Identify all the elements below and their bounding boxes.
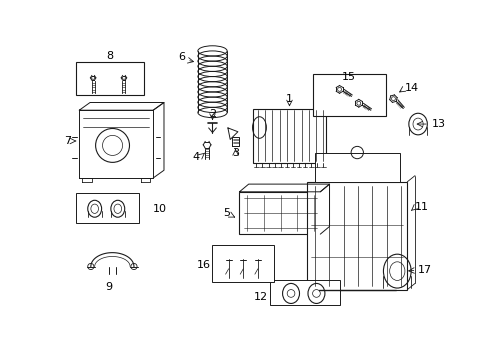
Bar xyxy=(306,182,407,289)
Bar xyxy=(76,62,143,95)
Text: 14: 14 xyxy=(404,83,418,93)
Text: 13: 13 xyxy=(431,119,445,129)
Text: 16: 16 xyxy=(197,260,210,270)
Text: 1: 1 xyxy=(285,94,292,104)
Text: 7: 7 xyxy=(64,136,71,146)
Text: 12: 12 xyxy=(253,292,267,302)
Text: 15: 15 xyxy=(341,72,355,82)
Text: 10: 10 xyxy=(153,204,167,214)
Bar xyxy=(270,280,339,305)
Text: 9: 9 xyxy=(105,282,112,292)
Text: 17: 17 xyxy=(417,265,431,275)
Text: 3: 3 xyxy=(232,148,239,158)
Bar xyxy=(76,193,139,222)
Text: 5: 5 xyxy=(223,208,230,217)
Bar xyxy=(253,109,326,163)
Text: 8: 8 xyxy=(106,50,113,60)
Bar xyxy=(212,245,274,282)
Bar xyxy=(239,192,320,234)
Text: 6: 6 xyxy=(178,52,185,62)
Text: 4: 4 xyxy=(192,152,199,162)
Bar xyxy=(312,74,385,116)
Text: 11: 11 xyxy=(414,202,428,212)
Text: 2: 2 xyxy=(208,109,216,119)
Bar xyxy=(314,153,399,182)
